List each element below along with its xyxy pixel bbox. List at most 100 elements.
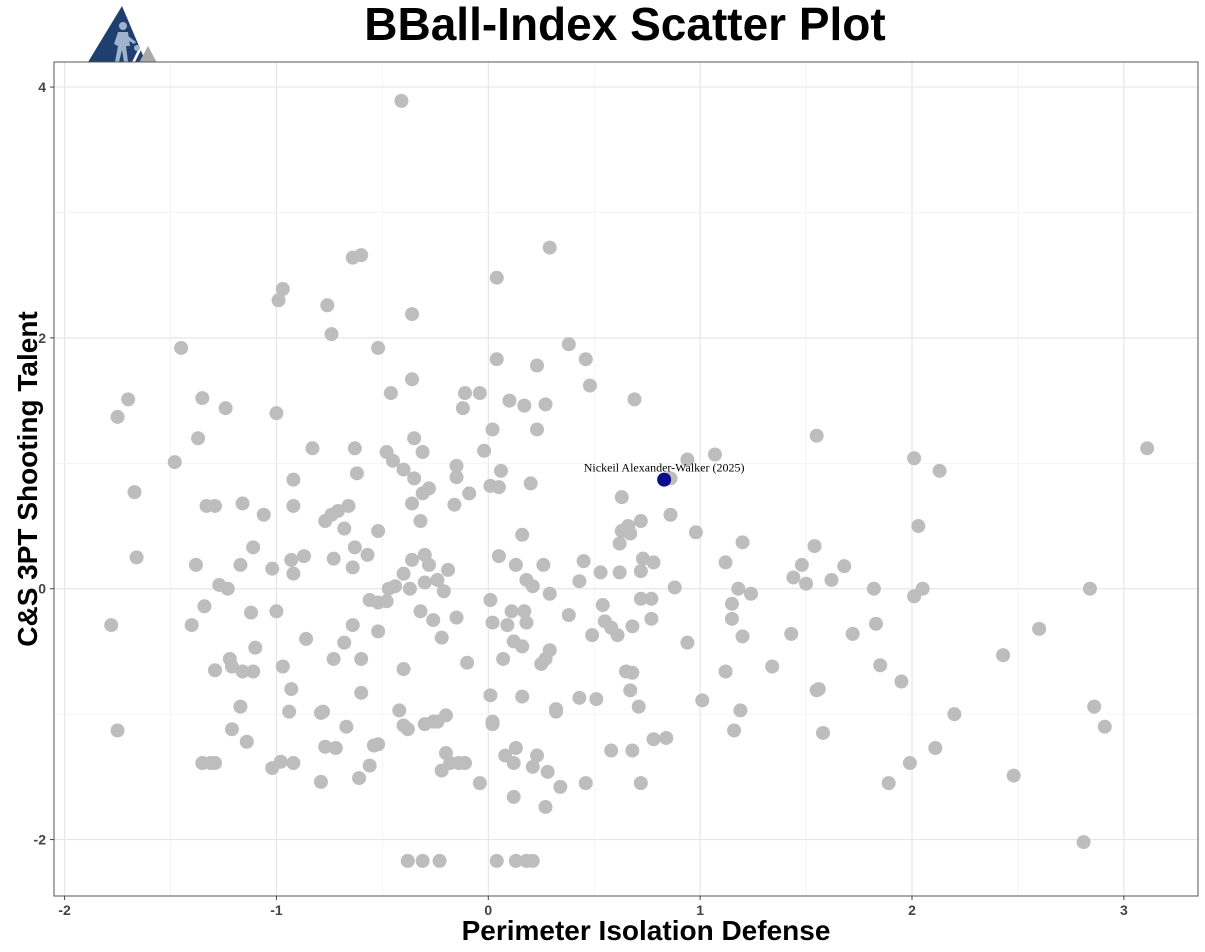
x-tick-label: -1	[270, 902, 283, 918]
data-point	[347, 540, 362, 555]
data-point	[542, 240, 557, 255]
data-point	[421, 557, 436, 572]
data-point	[1006, 768, 1021, 783]
data-point	[371, 340, 386, 355]
data-point	[735, 629, 750, 644]
data-point	[504, 604, 519, 619]
data-point	[383, 386, 398, 401]
x-tick-label: 2	[908, 902, 916, 918]
data-point	[625, 619, 640, 634]
data-point	[553, 779, 568, 794]
data-point	[707, 447, 722, 462]
data-point	[354, 651, 369, 666]
data-point	[837, 559, 852, 574]
data-point	[371, 524, 386, 539]
data-point	[371, 624, 386, 639]
data-point	[405, 496, 420, 511]
data-point	[502, 393, 517, 408]
data-point	[540, 764, 555, 779]
data-point	[394, 93, 409, 108]
data-point	[434, 763, 449, 778]
data-point	[436, 584, 451, 599]
data-point	[460, 655, 475, 670]
data-point	[724, 596, 739, 611]
data-point	[644, 611, 659, 626]
data-point	[299, 631, 314, 646]
data-point	[1082, 581, 1097, 596]
data-point	[472, 386, 487, 401]
data-point	[610, 628, 625, 643]
data-point	[902, 756, 917, 771]
data-point	[347, 441, 362, 456]
data-point	[326, 551, 341, 566]
data-point	[506, 789, 521, 804]
data-point	[644, 591, 659, 606]
data-point	[316, 704, 331, 719]
data-point	[866, 581, 881, 596]
data-point	[578, 776, 593, 791]
data-point	[224, 659, 239, 674]
data-point	[430, 572, 445, 587]
data-point	[731, 581, 746, 596]
data-point	[585, 628, 600, 643]
data-point	[328, 741, 343, 756]
data-point	[483, 688, 498, 703]
data-point	[286, 498, 301, 513]
data-point	[928, 741, 943, 756]
data-point	[379, 594, 394, 609]
data-point	[405, 552, 420, 567]
x-axis-title: Perimeter Isolation Defense	[462, 915, 831, 946]
data-point	[515, 527, 530, 542]
data-point	[284, 682, 299, 697]
data-point	[667, 580, 682, 595]
data-point	[561, 608, 576, 623]
data-point	[506, 756, 521, 771]
data-point	[371, 737, 386, 752]
data-point	[932, 463, 947, 478]
data-point	[208, 498, 223, 513]
y-tick-label: 0	[38, 581, 46, 597]
data-point	[354, 248, 369, 263]
data-point	[809, 428, 824, 443]
data-point	[517, 398, 532, 413]
plot-border	[53, 61, 1199, 897]
data-point	[572, 574, 587, 589]
data-point	[635, 551, 650, 566]
data-point	[269, 604, 284, 619]
data-point	[233, 557, 248, 572]
data-point	[417, 575, 432, 590]
data-point	[246, 664, 261, 679]
data-point	[549, 702, 564, 717]
data-point	[508, 853, 523, 868]
data-point	[508, 557, 523, 572]
data-point	[354, 685, 369, 700]
data-point	[362, 758, 377, 773]
data-point	[345, 560, 360, 575]
data-point	[121, 392, 136, 407]
chart-title: BBall-Index Scatter Plot	[364, 0, 886, 50]
data-point	[845, 626, 860, 641]
data-point	[633, 591, 648, 606]
data-point	[483, 593, 498, 608]
data-point	[457, 386, 472, 401]
data-point	[530, 422, 545, 437]
data-point	[530, 748, 545, 763]
data-point	[396, 566, 411, 581]
data-point	[811, 682, 826, 697]
data-point	[388, 579, 403, 594]
data-point	[633, 564, 648, 579]
data-point	[233, 699, 248, 714]
x-tick-label: 3	[1120, 902, 1128, 918]
data-point	[627, 392, 642, 407]
data-point	[1097, 719, 1112, 734]
data-point	[441, 562, 456, 577]
data-point	[623, 526, 638, 541]
data-point	[784, 626, 799, 641]
data-point	[907, 451, 922, 466]
data-point	[320, 298, 335, 313]
data-point	[195, 391, 210, 406]
data-point	[881, 776, 896, 791]
data-point	[733, 703, 748, 718]
data-point	[519, 615, 534, 630]
data-point	[197, 599, 212, 614]
